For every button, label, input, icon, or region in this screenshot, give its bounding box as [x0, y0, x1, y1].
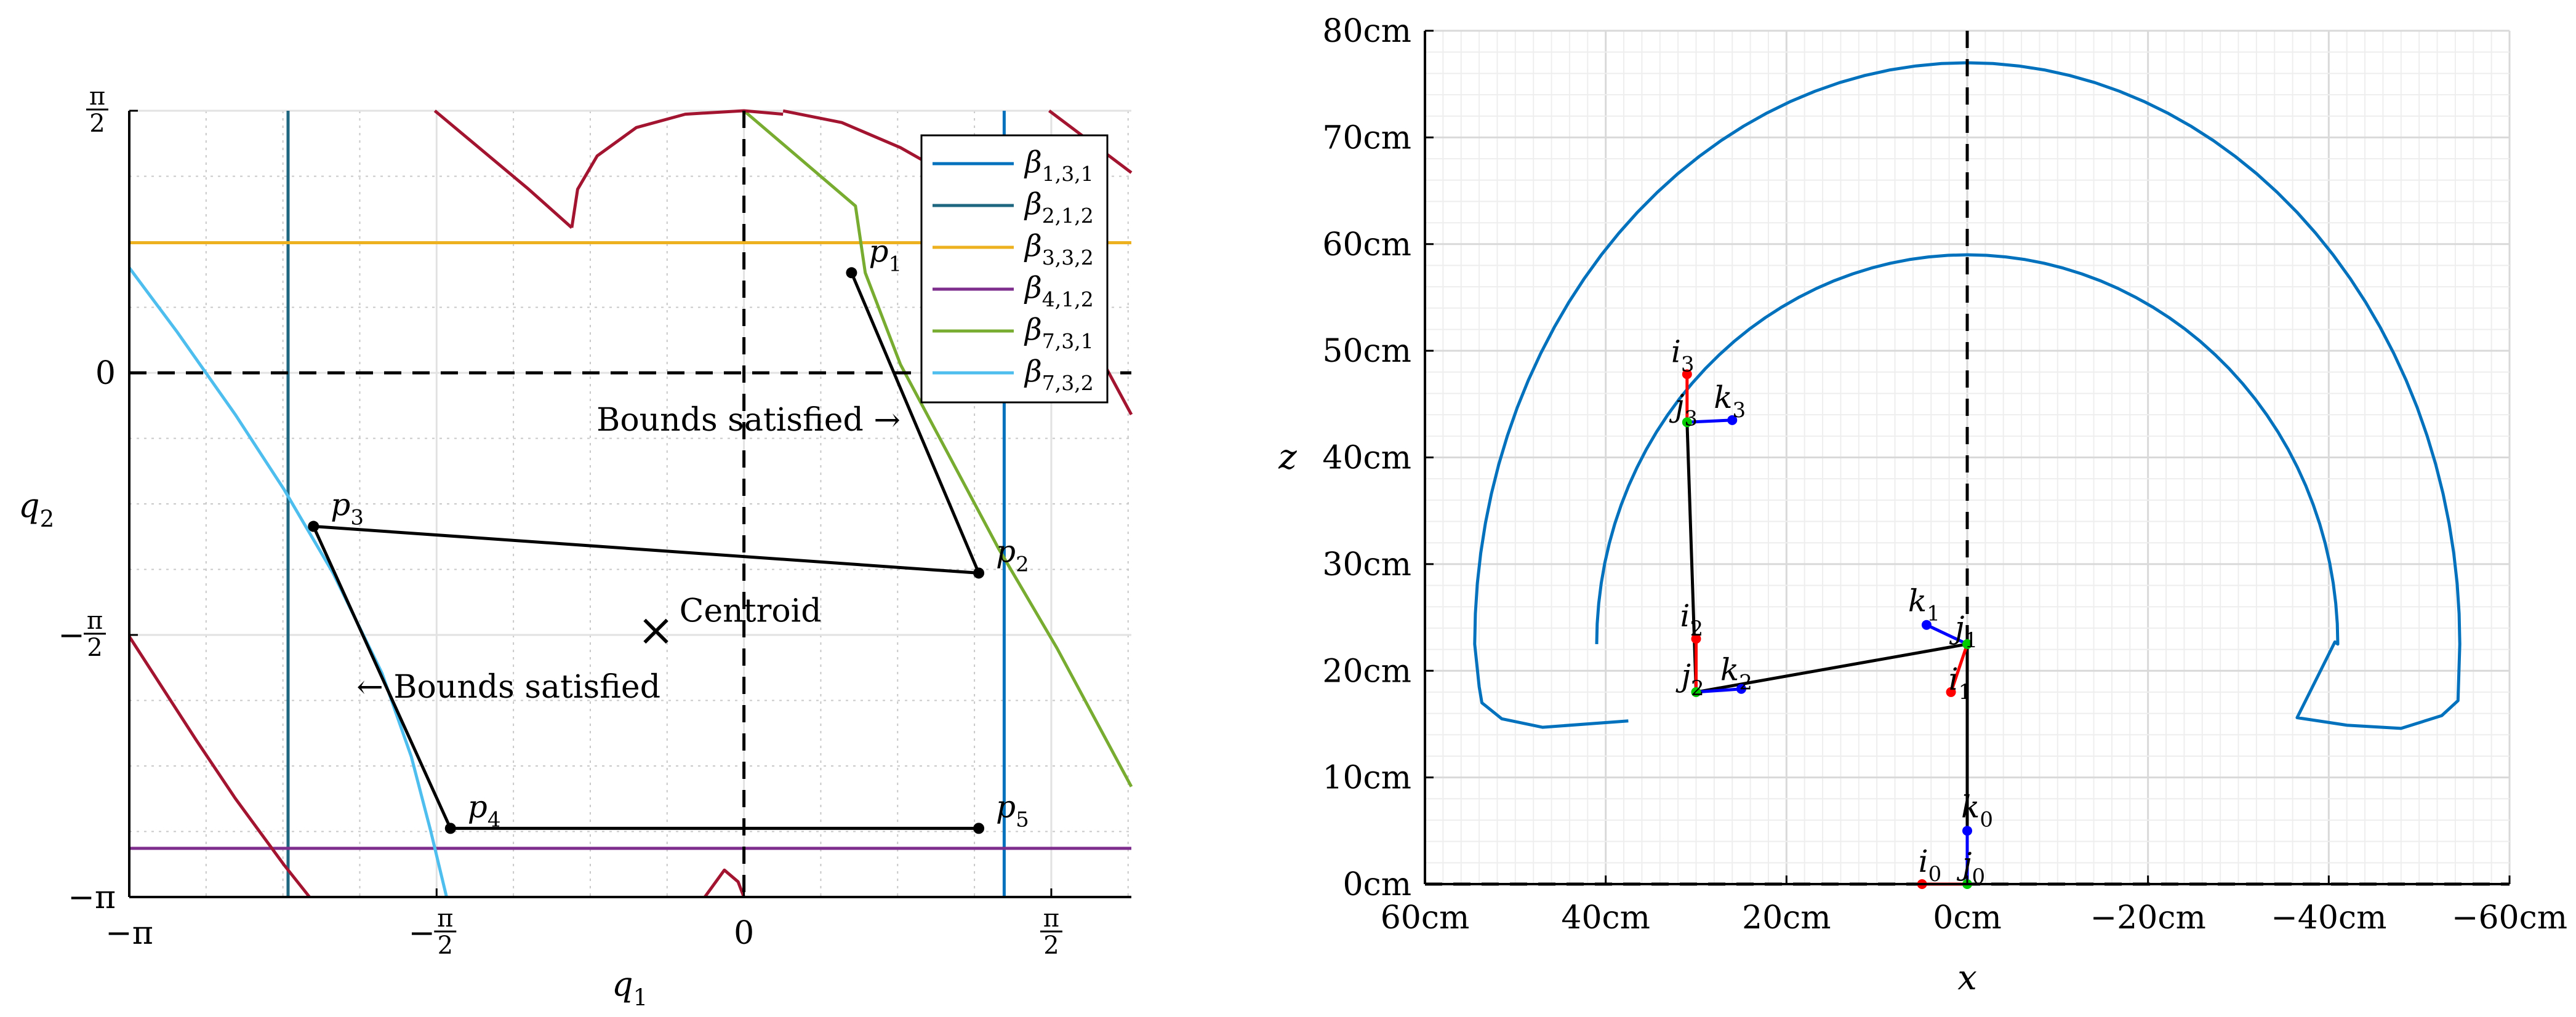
y-tick-label-7: 70cm — [1322, 119, 1411, 156]
x-tick-label-1: − π2 — [409, 904, 457, 960]
x-axis-label: x — [1957, 958, 1977, 998]
x-tick-label-3: 0cm — [1933, 899, 2002, 936]
y-tick-label-1: 10cm — [1322, 760, 1411, 797]
workspace-boundary-curve — [1473, 61, 2462, 730]
frame-2-i-dot — [1691, 634, 1701, 644]
tick-fraction-numerator: π — [437, 904, 453, 933]
annotation-bounds-satisfied-1: Bounds satisfied → — [596, 402, 901, 439]
series-line-unlabeled-6 — [703, 868, 745, 898]
frame-0-k-dot — [1962, 826, 1972, 836]
x-tick-label-1: 40cm — [1561, 899, 1650, 936]
chart2-axes: 60cm 40cm 20cm 0cm −20cm −40cm −60cm 0cm 10cm 20c… — [1278, 13, 2567, 998]
y-tick-label-5: 50cm — [1322, 333, 1411, 370]
legend-label-4-1-2: β4,1,2 — [1024, 271, 1094, 311]
chart2-gridlines — [1424, 30, 2511, 885]
x-tick-label-2: 0 — [734, 915, 754, 952]
y-tick-label-8: 80cm — [1322, 13, 1411, 50]
legend-box — [920, 134, 1109, 404]
frame-1-k-dot — [1921, 620, 1932, 630]
vertex-label-p1: p1 — [869, 233, 902, 276]
legend-label-3-3-2: β3,3,2 — [1024, 229, 1094, 269]
y-tick-label-0: 0cm — [1342, 866, 1411, 903]
x-tick-label-5: −40cm — [2271, 899, 2386, 936]
frame-3-k-axis — [1687, 418, 1733, 424]
legend-label-1-3-1: β1,3,1 — [1024, 145, 1094, 186]
x-tick-label-2: 20cm — [1742, 899, 1831, 936]
x-tick-label-6: −60cm — [2452, 899, 2567, 936]
tick-minus-sign: − — [409, 915, 436, 952]
y-tick-label-2: 0 — [95, 355, 116, 392]
legend-label-7-3-1: β7,3,1 — [1024, 313, 1094, 353]
y-axis-label: q2 — [18, 486, 54, 532]
frame-3-i-label: i3 — [1671, 333, 1695, 377]
tick-fraction-denominator: 2 — [1043, 931, 1059, 960]
frame-1-k-axis — [1925, 623, 1968, 646]
vertex-p5 — [973, 823, 985, 834]
x-tick-label-0: 60cm — [1381, 899, 1470, 936]
tick-fraction-denominator: 2 — [89, 110, 105, 138]
y-tick-label-1: − π2 — [58, 607, 106, 662]
bounds-polygon — [311, 272, 981, 830]
annotation-bounds-satisfied-2: ← Bounds satisfied — [356, 669, 660, 706]
centroid-label: Centroid — [680, 592, 822, 629]
vertex-p1 — [846, 267, 857, 279]
chart1-legend: β1,3,1β2,1,2β3,3,2β4,1,2β7,3,1β7,3,2 — [920, 134, 1109, 404]
frame-1-i-axis — [1949, 644, 1969, 693]
y-tick-label-6: 60cm — [1322, 226, 1411, 263]
chart1-series-lines — [127, 109, 1133, 898]
vertex-label-p5: p5 — [996, 789, 1029, 832]
y-tick-label-0: −π — [68, 879, 116, 916]
tick-fraction-numerator: π — [87, 607, 103, 635]
frame-3-origin-dot — [1682, 417, 1692, 428]
frame-1-k-label: k1 — [1908, 583, 1940, 626]
series-line-unlabeled-1 — [570, 109, 784, 228]
frame-2-j-label: j2 — [1675, 658, 1704, 701]
vertex-p4 — [444, 823, 456, 834]
vertex-label-p3: p3 — [331, 487, 364, 530]
y-tick-label-3: π2 — [86, 82, 108, 138]
frame-1-i-label: i1 — [1949, 661, 1972, 704]
y-tick-label-2: 20cm — [1322, 653, 1411, 690]
frame-1-i-dot — [1946, 687, 1956, 697]
tick-fraction-denominator: 2 — [438, 931, 453, 960]
x-tick-label-0: −π — [105, 915, 153, 952]
y-axis-label: z — [1278, 437, 1297, 477]
frame-0-i-label: i0 — [1919, 844, 1942, 887]
frame-2-k-axis — [1696, 687, 1742, 694]
x-axis-label: q1 — [612, 965, 648, 1011]
centroid-marker: × — [637, 604, 674, 655]
legend-label-7-3-2: β7,3,2 — [1024, 354, 1094, 395]
frame-2-k-label: k2 — [1720, 652, 1752, 695]
frame-0-k-label: k0 — [1961, 789, 1993, 832]
configuration-space-chart: p1 p2 p3 p4 p5 × Centroid Bounds satisfied → ← B… — [18, 82, 1133, 1011]
frame-2-origin-dot — [1691, 687, 1701, 697]
tick-fraction-numerator: π — [89, 82, 105, 111]
tick-fraction-denominator: 2 — [87, 634, 102, 662]
frame-3-k-label: k3 — [1714, 380, 1746, 423]
frame-2-k-dot — [1736, 684, 1746, 694]
frame-3-i-dot — [1682, 369, 1692, 380]
vertex-p2 — [973, 567, 985, 579]
chart2-series-lines — [1473, 61, 2462, 730]
frame-1-origin-dot — [1962, 639, 1972, 649]
series-line-unlabeled-0 — [433, 110, 573, 229]
frame-2-i-label: i2 — [1680, 598, 1704, 641]
vertex-p3 — [308, 520, 319, 532]
y-tick-label-4: 40cm — [1322, 440, 1411, 477]
tick-fraction-numerator: π — [1043, 904, 1059, 933]
x-tick-label-4: −20cm — [2090, 899, 2206, 936]
vertex-label-p4: p4 — [468, 789, 501, 832]
frame-3-k-dot — [1727, 415, 1738, 425]
y-tick-label-3: 30cm — [1322, 546, 1411, 583]
series-line-unlabeled-5 — [127, 636, 311, 898]
series-line-7-3-1-0 — [742, 110, 1133, 788]
vertex-label-p2: p2 — [996, 533, 1029, 576]
legend-label-2-1-2: β2,1,2 — [1024, 187, 1094, 228]
x-tick-label-3: π2 — [1040, 904, 1062, 960]
tick-minus-sign: − — [58, 617, 85, 654]
